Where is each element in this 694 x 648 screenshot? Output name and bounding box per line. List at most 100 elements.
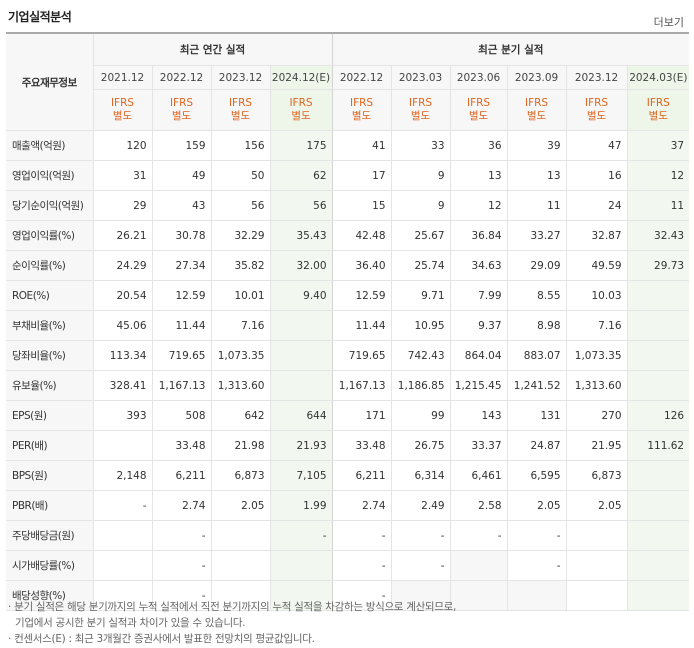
value-cell <box>626 460 690 491</box>
value-cell: 20.54 <box>92 280 152 311</box>
value-cell: 11.44 <box>331 310 392 341</box>
table-row: 당좌비율(%) 113.34 719.65 1,073.35 719.65 742.43 8… <box>6 340 690 371</box>
value-cell: 21.93 <box>269 430 333 461</box>
value-cell: - <box>449 520 508 551</box>
quarter-group-header: 최근 분기 실적 <box>331 33 690 66</box>
value-cell: 27.34 <box>151 250 211 281</box>
value-cell: 26.21 <box>92 220 152 251</box>
value-cell: - <box>151 580 211 611</box>
value-cell: 1,073.35 <box>210 340 270 371</box>
row-label: PER(배) <box>6 430 93 461</box>
value-cell: 11 <box>626 190 690 221</box>
value-cell: - <box>506 550 567 581</box>
accounting-standard: IFRS 별도 <box>449 89 508 131</box>
value-cell: 156 <box>210 130 270 161</box>
accounting-line1: IFRS <box>110 97 135 109</box>
value-cell: 642 <box>210 400 270 431</box>
row-label: 주당배당금(원) <box>6 520 93 551</box>
value-cell: 328.41 <box>92 370 152 401</box>
value-cell: 36 <box>449 130 508 161</box>
value-cell: 45.06 <box>92 310 152 341</box>
row-label: 유보율(%) <box>6 370 93 401</box>
value-cell: 62 <box>269 160 333 191</box>
value-cell: 47 <box>565 130 628 161</box>
more-link[interactable]: 더보기 <box>653 16 684 29</box>
value-cell: 17 <box>331 160 392 191</box>
value-cell: 508 <box>151 400 211 431</box>
table-row: ROE(%) 20.54 12.59 10.01 9.40 12.59 9.71 7.99 8.… <box>6 280 690 311</box>
value-cell: 719.65 <box>151 340 211 371</box>
value-cell <box>210 550 270 581</box>
value-cell: - <box>92 490 152 521</box>
accounting-line1: IFRS <box>349 97 374 109</box>
value-cell: 9.40 <box>269 280 333 311</box>
value-cell: 50 <box>210 160 270 191</box>
value-cell <box>269 550 333 581</box>
value-cell <box>506 580 567 611</box>
value-cell: 10.95 <box>390 310 451 341</box>
row-label: 당좌비율(%) <box>6 340 93 371</box>
value-cell: 35.43 <box>269 220 333 251</box>
value-cell <box>390 580 451 611</box>
period-header: 2022.12 <box>151 65 211 90</box>
table-row: 주당배당금(원) - - - - - - <box>6 520 690 551</box>
value-cell <box>626 280 690 311</box>
row-label: PBR(배) <box>6 490 93 521</box>
value-cell: 1,167.13 <box>331 370 392 401</box>
value-cell <box>269 340 333 371</box>
value-cell: 12 <box>626 160 690 191</box>
value-cell: 7.16 <box>210 310 270 341</box>
value-cell: - <box>331 550 392 581</box>
value-cell: 9.37 <box>449 310 508 341</box>
accounting-standard: IFRS 별도 <box>92 89 152 131</box>
value-cell: 13 <box>506 160 567 191</box>
value-cell <box>210 580 270 611</box>
row-label: 매출액(억원) <box>6 130 93 161</box>
value-cell: - <box>390 550 451 581</box>
value-cell: 2.74 <box>151 490 211 521</box>
value-cell <box>565 580 628 611</box>
period-header: 2024.03(E) <box>626 65 690 90</box>
value-cell: 1,313.60 <box>565 370 628 401</box>
value-cell <box>269 580 333 611</box>
value-cell: 33.48 <box>331 430 392 461</box>
value-cell: 31 <box>92 160 152 191</box>
value-cell: 719.65 <box>331 340 392 371</box>
value-cell: 6,595 <box>506 460 567 491</box>
table-row: PBR(배) -2.74 2.05 1.99 2.74 2.49 2.58 2.05 2.05 <box>6 490 690 521</box>
value-cell: 33.27 <box>506 220 567 251</box>
value-cell: 21.98 <box>210 430 270 461</box>
table-row: 유보율(%) 328.41 1,167.13 1,313.60 1,167.13 1,18… <box>6 370 690 401</box>
period-header: 2021.12 <box>92 65 152 90</box>
accounting-line1: IFRS <box>289 97 313 109</box>
value-cell <box>449 580 508 611</box>
value-cell: 6,461 <box>449 460 508 491</box>
value-cell: 742.43 <box>390 340 451 371</box>
value-cell <box>565 520 628 551</box>
value-cell: 393 <box>92 400 152 431</box>
value-cell: 7.16 <box>565 310 628 341</box>
value-cell: 26.75 <box>390 430 451 461</box>
row-label: 순이익률(%) <box>6 250 93 281</box>
value-cell: 11 <box>506 190 567 221</box>
value-cell: 270 <box>565 400 628 431</box>
row-label: 영업이익(억원) <box>6 160 93 191</box>
accounting-line1: IFRS <box>584 97 609 109</box>
table-row: 배당성향(%) - - <box>6 580 690 611</box>
accounting-line1: IFRS <box>228 97 253 109</box>
accounting-line2: 별도 <box>171 110 192 122</box>
accounting-line1: IFRS <box>169 97 194 109</box>
table-row: EPS(원) 393 508 642 644 171 99 143 131 270 126 <box>6 400 690 431</box>
accounting-standard: IFRS 별도 <box>151 89 211 131</box>
footnote-1-cont: 기업에서 공시한 분기 실적과 차이가 있을 수 있습니다. <box>15 617 246 629</box>
value-cell <box>626 580 690 611</box>
value-cell: 6,211 <box>331 460 392 491</box>
section-title: 기업실적분석 <box>8 10 72 24</box>
value-cell: 1,167.13 <box>151 370 211 401</box>
value-cell: 32.87 <box>565 220 628 251</box>
value-cell: 9 <box>390 190 451 221</box>
value-cell: 7.99 <box>449 280 508 311</box>
value-cell: 99 <box>390 400 451 431</box>
accounting-line1: IFRS <box>466 97 491 109</box>
value-cell: 25.74 <box>390 250 451 281</box>
